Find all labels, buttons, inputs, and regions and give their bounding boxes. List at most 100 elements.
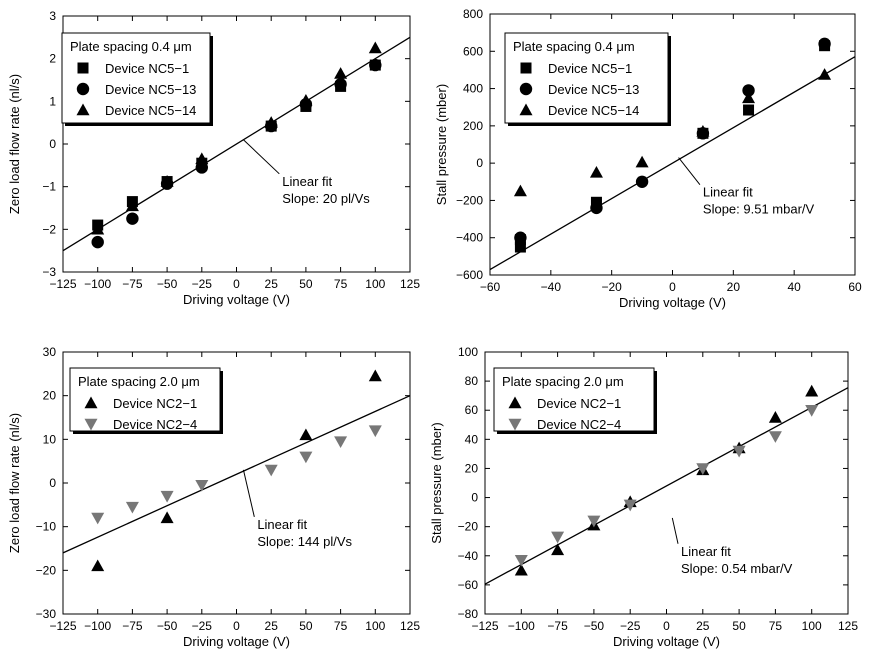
- annotation-text: Linear fit: [257, 517, 307, 532]
- x-tick-label: 50: [299, 619, 313, 633]
- data-point: [514, 563, 528, 576]
- annotation-pointer: [671, 517, 679, 544]
- legend-entry: Device NC5−13: [105, 82, 196, 97]
- legend-box: [61, 32, 211, 124]
- y-axis-label: Stall pressure (mber): [429, 422, 444, 543]
- data-point: [195, 152, 209, 165]
- x-tick-label: 25: [265, 619, 279, 633]
- y-tick-label: 0: [471, 491, 478, 505]
- legend-marker: [84, 396, 98, 409]
- x-axis-label: Driving voltage (V): [183, 292, 290, 307]
- y-tick-label: 0: [49, 137, 56, 151]
- linear-fit-line: [489, 56, 856, 271]
- legend-marker: [76, 103, 90, 116]
- data-point: [768, 431, 782, 443]
- y-tick-label: 3: [49, 9, 56, 23]
- x-tick-label: −100: [84, 619, 111, 633]
- data-point: [696, 463, 710, 475]
- data-point: [742, 91, 756, 104]
- x-tick-label: 40: [787, 280, 801, 294]
- data-point: [299, 451, 313, 464]
- x-tick-label: 125: [400, 277, 420, 291]
- y-tick-label: 10: [43, 432, 57, 446]
- x-axis-label: Driving voltage (V): [613, 634, 720, 649]
- y-tick-label: −20: [36, 563, 57, 577]
- x-tick-label: 25: [265, 277, 279, 291]
- data-point: [368, 369, 382, 382]
- y-tick-label: −600: [456, 268, 483, 282]
- data-point: [91, 235, 104, 249]
- x-tick-label: −125: [471, 619, 498, 633]
- data-point: [91, 512, 105, 525]
- data-point: [513, 184, 527, 197]
- data-point: [299, 428, 313, 441]
- legend-entry: Device NC5−14: [548, 103, 639, 118]
- data-point: [195, 479, 209, 492]
- x-tick-label: 0: [663, 619, 670, 633]
- x-tick-label: −125: [49, 619, 76, 633]
- annotation-text: Slope: 20 pl/Vs: [282, 191, 370, 206]
- y-tick-label: −40: [458, 549, 479, 563]
- x-tick-label: −75: [547, 619, 568, 633]
- annotation-text: Slope: 9.51 mbar/V: [703, 202, 815, 217]
- y-tick-label: −1: [42, 180, 56, 194]
- data-point: [126, 212, 139, 225]
- data-point: [589, 165, 603, 178]
- data-point: [334, 78, 347, 91]
- legend-entry: Device NC2−4: [537, 417, 621, 432]
- x-tick-label: 50: [299, 277, 313, 291]
- annotation-text: Linear fit: [282, 174, 332, 189]
- y-tick-label: 30: [43, 345, 57, 359]
- chart-panel-tr: −60 −40 −20 0 20 40 60−600−400−200020040060080…: [434, 7, 862, 310]
- x-tick-label: −50: [157, 277, 178, 291]
- data-point: [160, 511, 174, 524]
- y-tick-label: 20: [465, 461, 479, 475]
- data-point: [696, 124, 710, 137]
- y-tick-label: −30: [36, 607, 57, 621]
- data-point: [742, 84, 755, 97]
- x-tick-label: 0: [669, 280, 676, 294]
- x-tick-label: −20: [601, 280, 622, 294]
- y-tick-label: 200: [463, 119, 483, 133]
- data-point: [623, 499, 637, 512]
- x-tick-label: 100: [802, 619, 822, 633]
- data-point: [590, 201, 603, 215]
- x-tick-label: −75: [122, 277, 143, 291]
- data-point: [743, 104, 755, 116]
- x-tick-label: 100: [365, 277, 385, 291]
- x-tick-label: −25: [620, 619, 641, 633]
- x-tick-label: 125: [400, 619, 420, 633]
- annotation-pointer: [242, 469, 255, 517]
- legend-entry: Device NC2−1: [537, 396, 621, 411]
- data-point: [125, 199, 139, 212]
- data-point: [125, 501, 139, 514]
- y-tick-label: 0: [476, 156, 483, 170]
- y-tick-label: 600: [463, 44, 483, 58]
- data-point: [805, 405, 819, 417]
- legend-marker: [519, 82, 533, 96]
- data-point: [514, 231, 527, 244]
- data-point: [334, 67, 348, 79]
- x-tick-label: 25: [696, 619, 710, 633]
- data-point: [805, 384, 819, 397]
- legend-entry: Device NC5−13: [548, 82, 639, 97]
- x-tick-label: 0: [233, 277, 240, 291]
- annotation-pointer: [678, 157, 701, 186]
- data-point: [635, 155, 649, 168]
- data-point: [195, 161, 208, 174]
- y-tick-label: 100: [458, 345, 478, 359]
- legend-title: Plate spacing 2.0 μm: [78, 374, 200, 389]
- data-point: [264, 464, 278, 477]
- legend-marker: [84, 418, 98, 431]
- data-point: [264, 116, 278, 128]
- annotation-pointer: [243, 139, 280, 175]
- x-tick-label: 60: [848, 280, 862, 294]
- y-axis-label: Stall pressure (mber): [434, 84, 449, 205]
- data-point: [369, 58, 382, 72]
- data-point: [635, 175, 649, 188]
- y-tick-label: 60: [465, 403, 479, 417]
- annotation-text: Linear fit: [681, 544, 731, 559]
- y-tick-label: −200: [456, 193, 483, 207]
- x-tick-label: −25: [192, 619, 213, 633]
